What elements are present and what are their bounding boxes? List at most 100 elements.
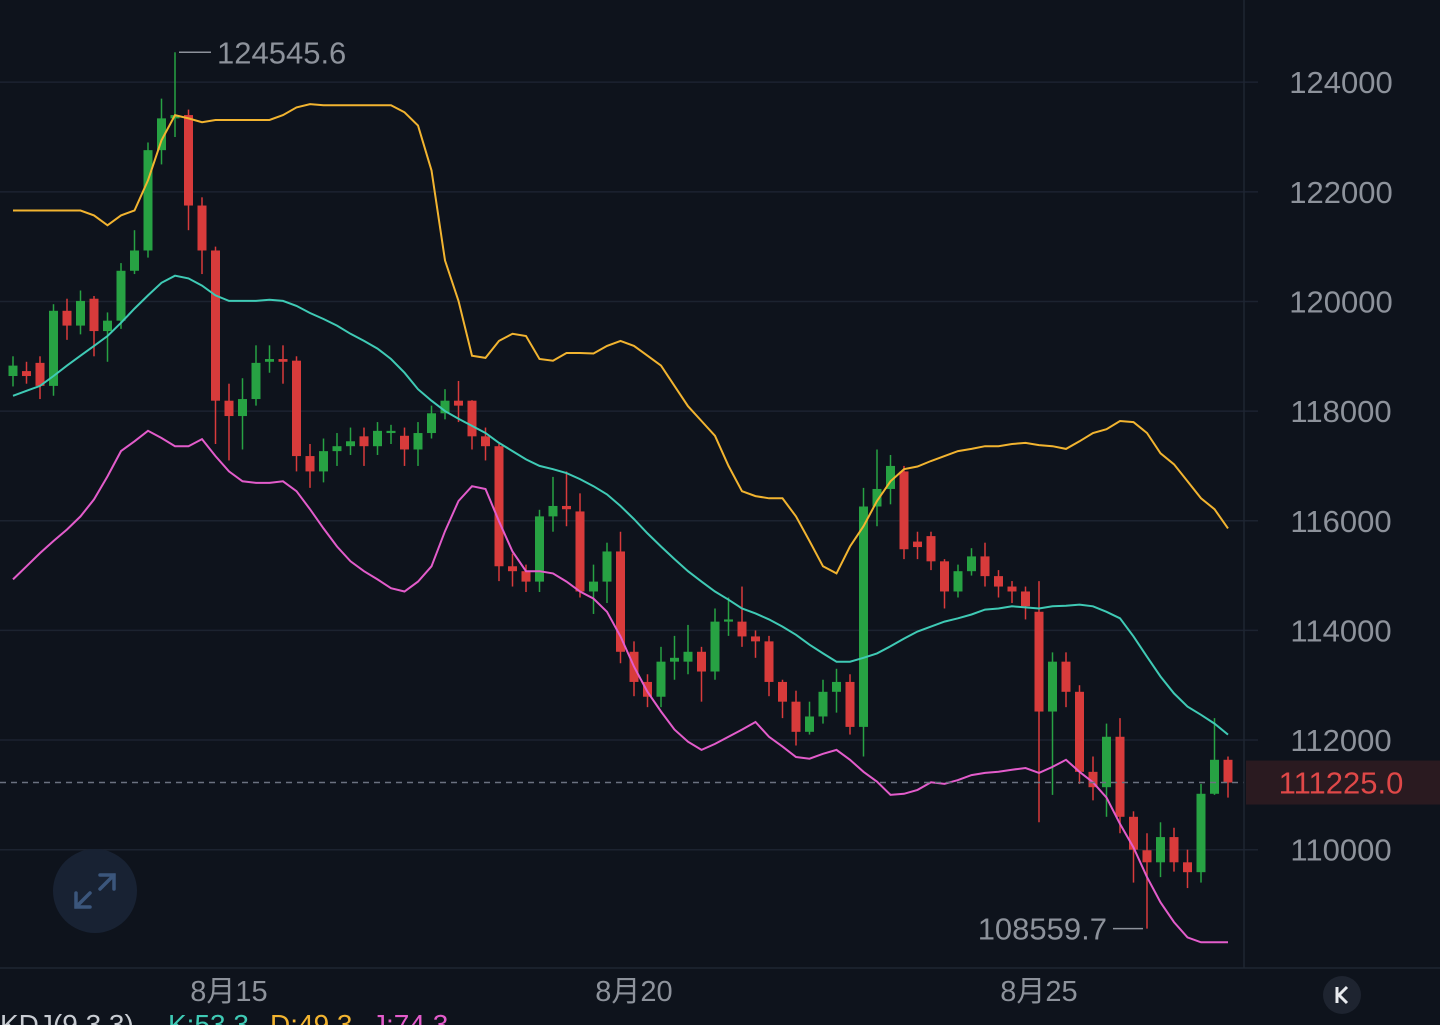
candle-body (413, 433, 423, 450)
candle-body (940, 561, 949, 592)
band-line (13, 103, 1229, 575)
candle-body (35, 362, 45, 386)
candle-body (278, 359, 288, 362)
collapse-button-bg[interactable] (1323, 976, 1361, 1014)
candle-body (157, 118, 166, 151)
candle-body (1156, 837, 1165, 863)
candle-body (386, 430, 396, 434)
candle-body (22, 371, 31, 377)
candle-body (697, 651, 706, 672)
max-marker-label: 124545.6 (217, 35, 346, 70)
candle-body (103, 320, 112, 332)
candle-body (332, 446, 342, 452)
candle-body (899, 471, 909, 550)
candle-body (292, 360, 301, 457)
candle-body (548, 505, 558, 517)
x-tick-label: 8月20 (595, 976, 672, 1008)
candle-body (481, 436, 490, 447)
candle-body (1034, 611, 1044, 712)
candle-body (494, 446, 504, 567)
candle-body (589, 581, 598, 592)
y-tick-label: 120000 (1289, 284, 1392, 319)
indicator-j: J:74.3 (372, 1009, 448, 1025)
candle-body (427, 413, 436, 434)
y-tick-label: 124000 (1289, 65, 1392, 100)
y-tick-label: 118000 (1290, 394, 1391, 429)
candle-body (265, 359, 274, 362)
candle-body (1021, 591, 1030, 607)
candle-body (832, 681, 841, 692)
candle-body (926, 536, 936, 562)
candle-body (710, 621, 720, 672)
candle-body (913, 541, 922, 548)
candle-body (184, 115, 193, 206)
candle-body (683, 651, 693, 662)
candle-body (76, 300, 85, 326)
candle-body (1223, 759, 1233, 783)
candle-body (562, 505, 571, 510)
candle-body (400, 435, 409, 450)
last-price-tag (1246, 760, 1440, 805)
candle-body (1142, 850, 1152, 863)
expand-button[interactable] (53, 849, 137, 933)
candle-body (737, 621, 747, 637)
candle-body (197, 205, 207, 251)
candle-body (751, 636, 760, 642)
candle-body (1183, 862, 1192, 873)
candle-body (440, 400, 450, 414)
candle-body (454, 400, 463, 406)
candle-body (670, 657, 679, 662)
candle-body (1196, 793, 1206, 873)
band-line (12, 274, 1229, 736)
candle-body (224, 400, 234, 417)
candle-body (656, 661, 666, 697)
x-tick-label: 8月25 (1000, 976, 1077, 1008)
candle-body (211, 250, 220, 401)
collapse-icon (1335, 985, 1349, 1005)
indicator-label: KDJ(9,3,3) (0, 1009, 134, 1025)
last-price-label: 111225.0 (1279, 766, 1404, 801)
candle-body (1075, 691, 1084, 772)
candle-body (994, 576, 1003, 587)
candle-body (967, 556, 976, 572)
candle-body (319, 451, 328, 472)
candle-body (8, 365, 18, 377)
candle-body (953, 571, 963, 592)
candle-body (859, 506, 868, 727)
candle-body (143, 150, 153, 251)
expand-button-bg[interactable] (53, 849, 137, 933)
candle-body (535, 516, 544, 582)
indicator-d: D:49.3 (270, 1009, 353, 1025)
candle-body (616, 551, 625, 652)
y-tick-label: 116000 (1290, 504, 1391, 539)
expand-icon (74, 873, 116, 909)
candle-body (130, 250, 139, 271)
candle-body (575, 511, 585, 592)
plot (0, 52, 1258, 944)
candle-body (724, 619, 733, 622)
candle-body (980, 556, 990, 577)
candle-body (116, 270, 126, 321)
candle-body (1129, 816, 1138, 850)
candle-body (1048, 661, 1057, 712)
indicator-k: K:53.3 (168, 1009, 249, 1025)
candle-body (845, 681, 855, 727)
candle-body (643, 681, 652, 697)
y-tick-label: 114000 (1290, 613, 1391, 648)
candle-body (1169, 837, 1179, 863)
band-line (12, 429, 1228, 944)
x-tick-label: 8月15 (190, 976, 267, 1008)
candle-body (89, 298, 99, 332)
candle-body (251, 362, 261, 400)
candle-body (886, 465, 895, 489)
candle-body (818, 691, 828, 717)
candle-body (62, 310, 72, 326)
candle-body (805, 716, 814, 732)
candle-body (872, 488, 882, 507)
collapse-button[interactable] (1323, 976, 1361, 1014)
candle-body (1102, 736, 1111, 788)
candle-body (1061, 661, 1071, 692)
candle-body (521, 571, 531, 582)
